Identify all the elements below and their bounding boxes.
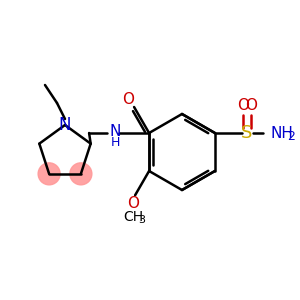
Text: O: O xyxy=(237,98,249,113)
Text: NH: NH xyxy=(271,125,294,140)
Text: S: S xyxy=(241,124,253,142)
Text: O: O xyxy=(127,196,139,211)
Text: H: H xyxy=(110,136,120,148)
Text: N: N xyxy=(59,116,71,134)
Text: O: O xyxy=(245,98,257,113)
Text: O: O xyxy=(122,92,134,106)
Circle shape xyxy=(38,163,60,185)
Circle shape xyxy=(70,163,92,185)
Text: 3: 3 xyxy=(139,215,145,225)
Text: 2: 2 xyxy=(287,130,295,142)
Text: N: N xyxy=(110,124,121,140)
Text: CH: CH xyxy=(123,210,143,224)
